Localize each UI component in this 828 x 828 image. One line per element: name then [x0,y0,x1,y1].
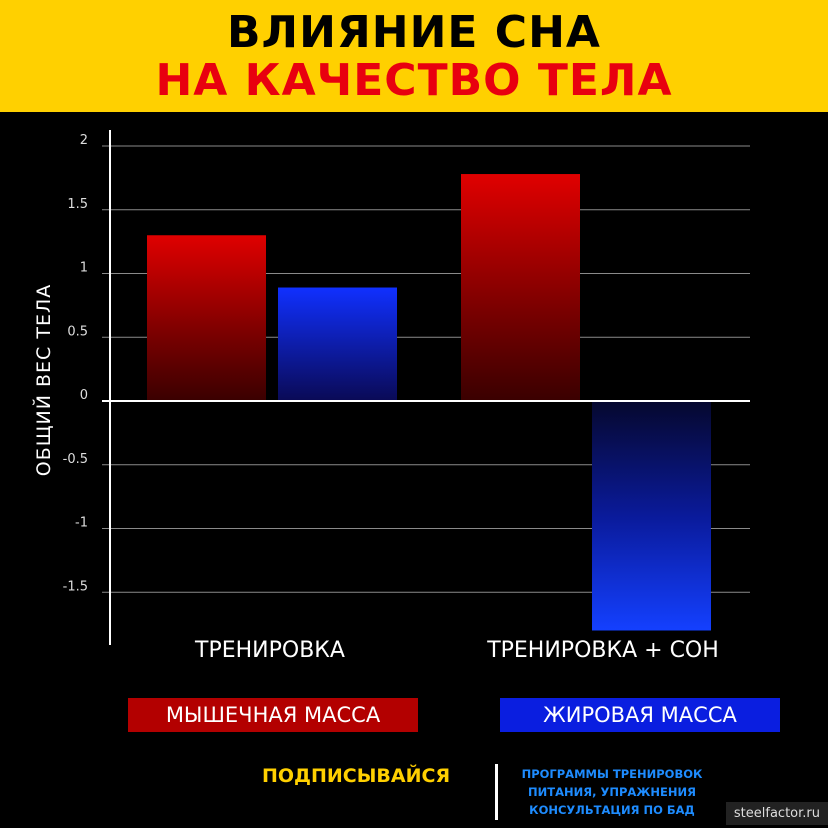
bar-fat-1 [592,401,711,631]
y-tick-label: 0.5 [67,324,88,339]
site-watermark[interactable]: steelfactor.ru [725,802,828,825]
y-tick-label: 0 [80,388,88,403]
subscribe-link[interactable]: ПОДПИСЫВАЙСЯ [262,765,451,787]
category-label-training-sleep: ТРЕНИРОВКА + СОН [487,638,719,663]
title-line-1: ВЛИЯНИЕ СНА [227,7,601,58]
legend-fat-mass: ЖИРОВАЯ МАССА [500,698,780,732]
y-tick-label: -0.5 [63,452,88,467]
bar-muscle-0 [147,235,266,401]
promo-line-1: ПРОГРАММЫ ТРЕНИРОВОК [521,767,703,781]
title-banner: ВЛИЯНИЕ СНА НА КАЧЕСТВО ТЕЛА [0,0,828,112]
footer-divider [495,764,498,820]
legend-muscle-mass: МЫШЕЧНАЯ МАССА [128,698,418,732]
promo-line-2: ПИТАНИЯ, УПРАЖНЕНИЯ [528,785,696,799]
y-tick-label: 1.5 [67,197,88,212]
y-axis-label: ОБЩИЙ ВЕС ТЕЛА [33,283,55,477]
category-label-training: ТРЕНИРОВКА [195,638,345,663]
bar-chart: 2 1.5 1 0.5 0 -0.5 -1 -1.5 [63,130,750,645]
bar-fat-0 [278,287,397,401]
y-tick-label: -1 [75,516,88,531]
promo-text: ПРОГРАММЫ ТРЕНИРОВОК ПИТАНИЯ, УПРАЖНЕНИЯ… [505,765,719,819]
y-tick-label: 2 [80,133,88,148]
y-tick-label: 1 [80,261,88,276]
bar-muscle-1 [461,174,580,401]
y-tick-label: -1.5 [63,579,88,594]
promo-line-3: КОНСУЛЬТАЦИЯ ПО БАД [529,803,695,817]
title-line-2: НА КАЧЕСТВО ТЕЛА [155,55,673,106]
